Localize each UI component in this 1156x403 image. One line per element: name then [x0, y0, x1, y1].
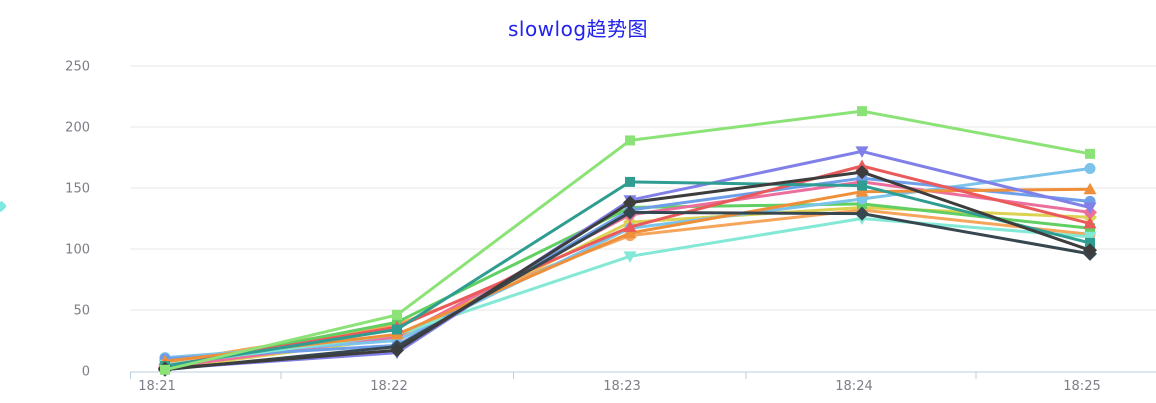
data-point-marker[interactable]	[160, 364, 170, 375]
data-point-marker[interactable]	[623, 226, 637, 239]
data-point-marker[interactable]	[623, 251, 637, 263]
data-point-marker[interactable]	[1083, 231, 1097, 244]
data-point-marker[interactable]	[857, 180, 867, 191]
data-point-marker[interactable]	[855, 146, 869, 158]
data-point-marker[interactable]	[392, 324, 402, 335]
data-point-marker[interactable]	[1083, 202, 1097, 215]
data-point-marker[interactable]	[625, 135, 635, 146]
data-point-marker[interactable]	[855, 165, 869, 180]
y-axis-label: 150	[65, 182, 90, 197]
data-point-marker[interactable]	[1083, 216, 1097, 229]
data-point-marker[interactable]	[855, 206, 869, 221]
y-axis-label: 200	[65, 121, 90, 136]
x-axis-label: 18:24	[835, 379, 872, 394]
data-point-marker[interactable]	[623, 205, 637, 220]
x-axis-label: 18:21	[138, 379, 175, 394]
data-point-marker[interactable]	[857, 106, 867, 117]
x-axis-label: 18:25	[1063, 379, 1100, 394]
data-point-marker[interactable]	[1084, 162, 1096, 174]
x-axis-label: 18:23	[603, 379, 640, 394]
data-point-marker[interactable]	[390, 343, 404, 358]
chart-title: slowlog趋势图	[507, 17, 649, 41]
data-point-marker[interactable]	[1085, 148, 1095, 159]
data-point-marker[interactable]	[1083, 182, 1097, 195]
x-axis-label: 18:22	[370, 379, 407, 394]
data-point-marker[interactable]	[855, 185, 869, 197]
data-point-marker[interactable]	[392, 309, 402, 320]
y-axis-label: 0	[82, 365, 90, 380]
data-point-marker[interactable]	[1085, 237, 1095, 248]
data-point-marker[interactable]	[625, 176, 635, 187]
data-point-marker[interactable]	[1083, 243, 1097, 258]
data-point-marker[interactable]	[623, 220, 637, 233]
y-axis-label: 100	[65, 243, 90, 258]
y-axis-label: 250	[65, 60, 90, 75]
y-axis-label: 50	[73, 304, 90, 319]
data-point-marker[interactable]	[623, 195, 637, 210]
